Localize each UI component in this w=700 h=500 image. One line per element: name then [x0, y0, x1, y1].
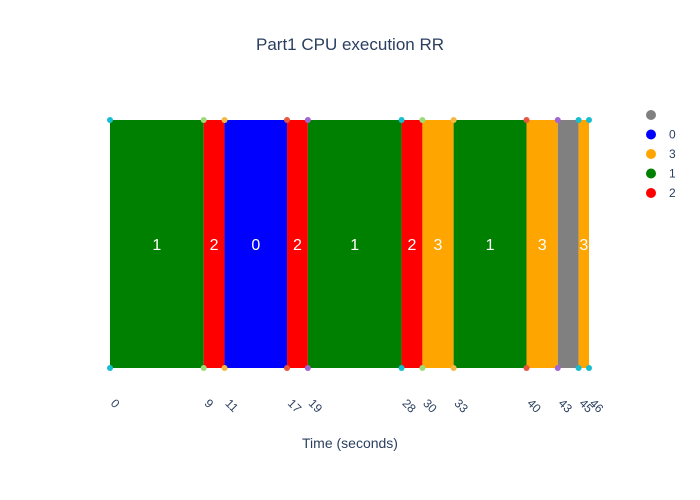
marker-bottom-1: [200, 365, 207, 371]
marker-bottom-2: [221, 365, 228, 371]
bars-layer: [110, 120, 589, 368]
markers-layer: [107, 117, 592, 371]
marker-bottom-7: [450, 365, 457, 371]
legend-label-4: 2: [669, 186, 676, 200]
bar-segment-4: [307, 120, 402, 368]
marker-top-4: [304, 117, 311, 123]
marker-bottom-8: [523, 365, 530, 371]
legend-marker-0: [646, 110, 656, 120]
bar-segment-7: [453, 120, 527, 368]
x-tick-label-6: 30: [420, 396, 440, 416]
bar-segment-8: [526, 120, 558, 368]
legend[interactable]: 0 3 1 2: [646, 110, 676, 200]
bar-segment-5: [401, 120, 423, 368]
legend-item-2[interactable]: 3: [646, 147, 676, 161]
x-tick-label-2: 11: [222, 396, 241, 415]
legend-marker-2: [646, 149, 656, 159]
x-tick-label-9: 43: [556, 396, 576, 416]
marker-top-3: [284, 117, 291, 123]
bar-label-4: 1: [350, 237, 359, 254]
bar-label-3: 2: [293, 237, 302, 254]
bar-label-5: 2: [408, 237, 417, 254]
marker-bottom-4: [304, 365, 311, 371]
bar-segment-9: [557, 120, 579, 368]
x-tick-label-7: 33: [452, 396, 472, 416]
marker-top-10: [575, 117, 582, 123]
bar-segment-3: [287, 120, 308, 368]
bar-label-8: 3: [538, 237, 547, 254]
legend-label-2: 3: [669, 147, 676, 161]
bar-label-6: 3: [434, 237, 443, 254]
bar-label-10: 3: [579, 237, 588, 254]
bar-label-1: 2: [210, 237, 219, 254]
legend-marker-1: [646, 129, 656, 140]
bar-label-2: 0: [251, 237, 260, 254]
marker-top-5: [398, 117, 405, 123]
x-tick-label-1: 9: [202, 396, 217, 411]
legend-marker-4: [646, 188, 656, 198]
marker-top-7: [450, 117, 457, 123]
x-tick-label-4: 19: [306, 396, 326, 416]
bar-segment-1: [203, 120, 225, 368]
legend-item-1[interactable]: 0: [646, 128, 676, 142]
x-tick-label-0: 0: [108, 396, 123, 411]
marker-top-9: [554, 117, 561, 123]
bar-label-7: 1: [486, 237, 495, 254]
bar-segment-6: [422, 120, 454, 368]
marker-top-2: [221, 117, 228, 123]
marker-bottom-9: [554, 365, 561, 371]
bar-label-0: 1: [152, 237, 161, 254]
legend-label-3: 1: [669, 167, 676, 181]
bar-segment-0: [110, 120, 204, 368]
legend-item-4[interactable]: 2: [646, 186, 676, 200]
legend-item-0[interactable]: [646, 110, 656, 120]
x-tick-label-5: 28: [399, 396, 419, 416]
marker-top-8: [523, 117, 530, 123]
legend-label-1: 0: [669, 128, 676, 142]
marker-bottom-10: [575, 365, 582, 371]
marker-top-6: [419, 117, 426, 123]
marker-top-0: [107, 117, 113, 123]
marker-bottom-0: [107, 365, 113, 371]
marker-top-11: [586, 117, 592, 123]
marker-bottom-3: [284, 365, 291, 371]
legend-marker-3: [646, 168, 656, 179]
x-axis-title: Time (seconds): [302, 435, 398, 451]
bar-segment-2: [224, 120, 288, 368]
legend-item-3[interactable]: 1: [646, 167, 676, 181]
x-tick-label-3: 17: [285, 396, 305, 416]
x-tick-label-8: 40: [524, 396, 544, 416]
marker-top-1: [200, 117, 207, 123]
marker-bottom-11: [586, 365, 592, 371]
bar-segment-10: [578, 120, 589, 368]
chart-title: Part1 CPU execution RR: [256, 35, 444, 54]
marker-bottom-6: [419, 365, 426, 371]
marker-bottom-5: [398, 365, 405, 371]
